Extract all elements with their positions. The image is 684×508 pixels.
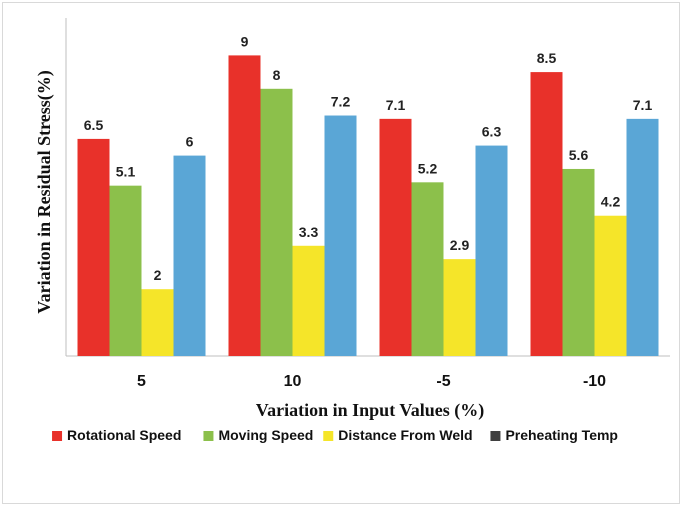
x-tick-label: -10 [583,373,606,390]
value-labels-group: 6.5 5.1 2 6 9 8 3.3 7.2 7.1 5.2 2.9 6.3 8.5 5.6 4.2 7.1 [84,33,653,283]
data-label: 5.2 [418,160,438,176]
bar-distance-from-weld-1 [292,245,325,356]
bar-series-4-3 [626,118,659,356]
bar-series-4-0 [173,155,206,356]
legend-swatch [203,431,214,441]
legend-swatch [52,431,63,441]
data-label: 6.5 [84,117,104,133]
bar-series-4-2 [475,145,508,356]
data-label: 5.6 [569,147,589,163]
bar-distance-from-weld-0 [141,289,174,356]
data-label: 2 [154,267,162,283]
data-label: 7.1 [386,97,406,113]
data-label: 7.1 [633,97,653,113]
x-tick-label: 10 [284,373,302,390]
data-label: 7.2 [331,94,351,110]
data-label: 8.5 [537,50,557,66]
bar-rotational-speed-2 [379,118,412,356]
y-axis-title: Variation in Residual Stress(%) [34,70,55,314]
data-label: 6.3 [482,124,502,140]
bar-series-group [77,55,659,357]
bar-rotational-speed-1 [228,55,261,357]
legend-label: Rotational Speed [67,427,181,443]
bar-moving-speed-3 [562,168,595,356]
bar-series-4-1 [324,115,357,357]
legend-label: Preheating Temp [505,427,618,443]
x-axis-title: Variation in Input Values (%) [256,400,484,421]
legend-label: Moving Speed [218,427,313,443]
x-tick-label: -5 [436,373,450,390]
data-label: 5.1 [116,164,136,180]
data-label: 6 [186,134,194,150]
bar-rotational-speed-3 [530,72,563,356]
bar-distance-from-weld-3 [594,215,627,356]
data-label: 9 [241,33,249,49]
x-tick-label: 5 [137,373,146,390]
legend-label: Distance From Weld [338,427,472,443]
data-label: 4.2 [601,194,621,210]
legend-swatch [323,431,334,441]
data-label: 2.9 [450,237,470,253]
bar-moving-speed-2 [411,182,444,356]
x-tick-labels: 5 10 -5 -10 [137,373,606,390]
data-label: 8 [273,67,281,83]
chart-legend: Rotational Speed Moving Speed Distance Fro… [52,427,618,443]
bar-moving-speed-0 [109,185,142,356]
bar-moving-speed-1 [260,88,293,357]
data-label: 3.3 [299,224,319,240]
bar-distance-from-weld-2 [443,259,476,356]
bar-rotational-speed-0 [77,138,110,356]
legend-swatch [490,431,501,441]
